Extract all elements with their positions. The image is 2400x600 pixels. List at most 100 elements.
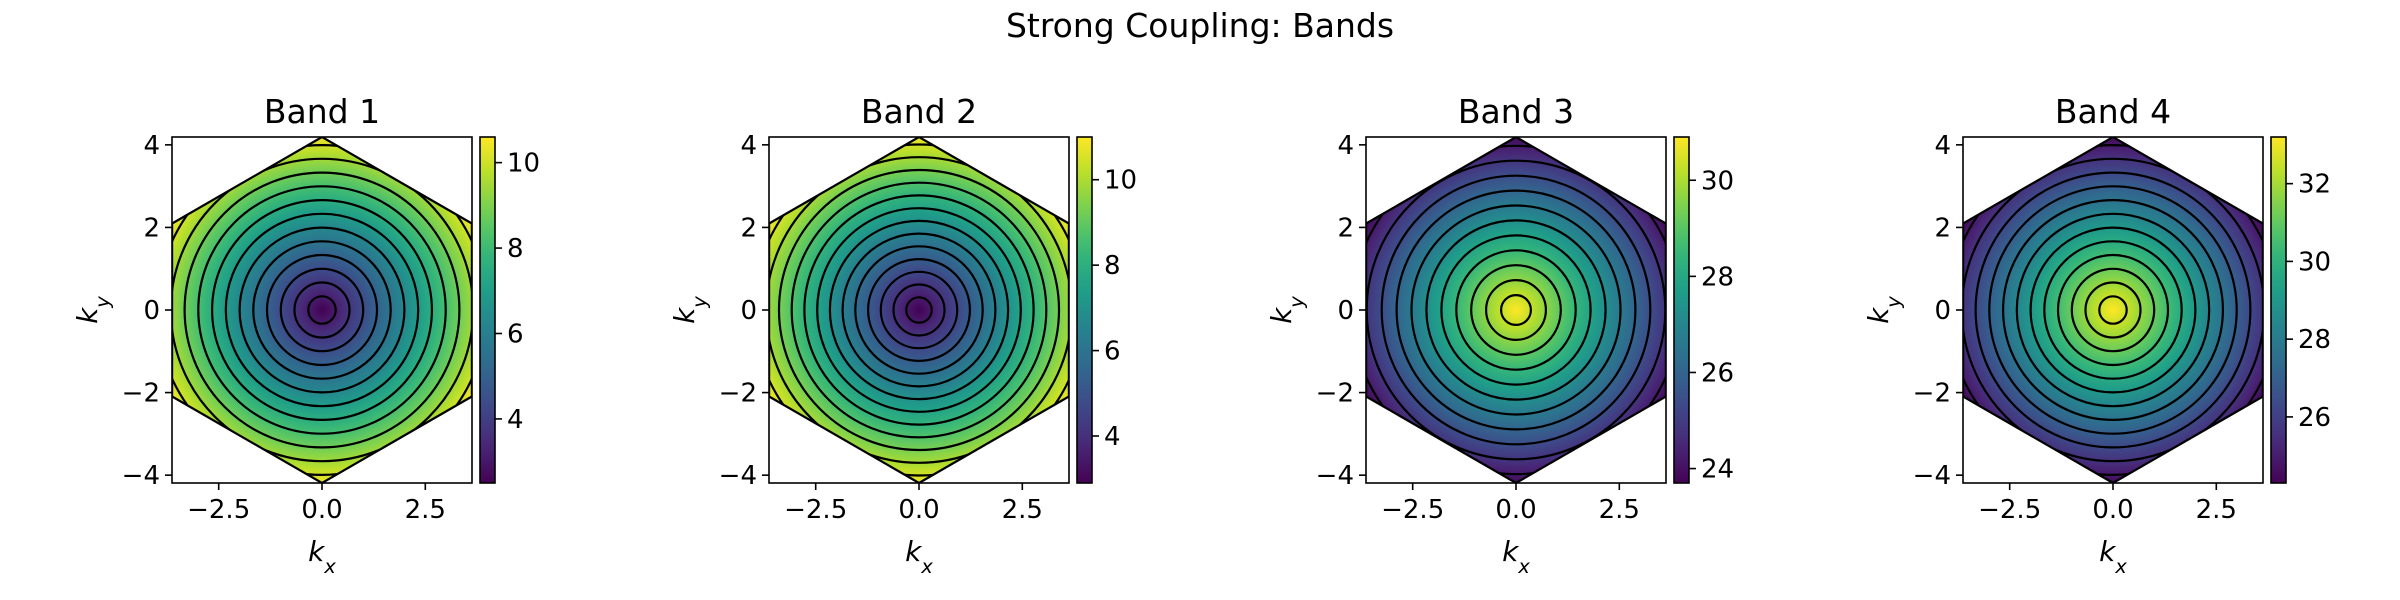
colorbar-tick-label: 26 (1701, 358, 1734, 388)
x-tick-label: 0.0 (1495, 495, 1536, 525)
contour-line (1395, 189, 1637, 431)
colorbar-tick-label: 24 (1701, 455, 1734, 485)
colorbar: 26 28 30 32 (2270, 136, 2331, 484)
colorbar-tick-label: 28 (2298, 325, 2331, 355)
contour-line (2056, 253, 2170, 367)
y-tick-label: 2 (1934, 213, 1951, 243)
contour-line (252, 240, 392, 380)
contour-line (172, 144, 472, 476)
y-tick-label: 2 (1337, 213, 1354, 243)
y-tick-label: −4 (719, 461, 757, 491)
contour-line (1974, 171, 2252, 449)
colorbar-tick-label: 6 (1104, 337, 1121, 367)
contour-line (1455, 249, 1577, 371)
contour-line (172, 157, 472, 463)
contour-line (769, 156, 1069, 464)
heatmap-band-2 (769, 137, 1069, 483)
y-axis-label: ky (668, 296, 711, 324)
y-tick-label: 2 (740, 213, 757, 243)
figure-title: Strong Coupling: Bands (1005, 6, 1395, 45)
contour-line (224, 212, 420, 408)
colorbar-tick-label: 30 (1701, 166, 1734, 196)
contour-line (293, 281, 351, 339)
y-tick-label: −4 (1316, 461, 1354, 491)
y-tick-label: −4 (1913, 461, 1951, 491)
contour-line (828, 219, 1010, 401)
colorbar-scale (2270, 136, 2287, 484)
colorbar-tick-label: 30 (2298, 247, 2331, 277)
y-axis-label: ky (1862, 296, 1905, 324)
contour-line (905, 296, 933, 324)
colorbar-tick-label: 32 (2298, 170, 2331, 200)
contour-line (2043, 240, 2183, 380)
colorbar-tick-label: 4 (1104, 422, 1121, 452)
contour-line (777, 168, 1061, 452)
x-axis-label: kx (2099, 535, 2127, 578)
contour-line (866, 258, 971, 363)
colorbar-scale (1673, 136, 1690, 484)
x-tick-label: −2.5 (1978, 495, 2041, 525)
band-surface (769, 137, 1069, 483)
contour-line (803, 194, 1035, 426)
contour-line (816, 207, 1022, 413)
x-axis-label: kx (905, 535, 933, 578)
x-tick-label: −2.5 (784, 495, 847, 525)
subplot-band-4: Band 4 −2.5 0.0 2.5 −4 −2 0 2 4 kx ky 26 28 30 32 (1862, 92, 2331, 578)
colorbar: 4 6 8 10 (479, 136, 540, 484)
colorbar: 24 26 28 30 (1673, 136, 1734, 485)
band-surface (172, 137, 472, 483)
x-axis-label: kx (1502, 535, 1530, 578)
contour-line (1366, 144, 1666, 476)
y-tick-label: −2 (1316, 379, 1354, 409)
contour-line (265, 253, 379, 367)
contour-line (1988, 185, 2238, 435)
heatmap-band-3 (1366, 137, 1666, 483)
y-tick-label: 2 (143, 213, 160, 243)
contour-line (769, 143, 1069, 477)
subplot-band-2: Band 2 −2.5 0.0 2.5 −4 −2 0 2 4 kx ky 4 6 8 10 (668, 92, 1137, 578)
x-tick-label: 0.0 (898, 495, 939, 525)
heatmap-band-4 (1963, 137, 2263, 483)
y-tick-label: 4 (1934, 131, 1951, 161)
subplot-title: Band 2 (861, 92, 977, 131)
subplot-title: Band 4 (2055, 92, 2171, 131)
colorbar-scale (479, 136, 496, 484)
y-tick-label: 0 (1934, 296, 1951, 326)
y-axis-label: ky (71, 296, 114, 324)
contour-line (183, 171, 461, 449)
contour-line (1484, 279, 1547, 342)
x-tick-label: 2.5 (405, 495, 446, 525)
x-axis-label: kx (308, 535, 336, 578)
y-tick-label: 0 (740, 296, 757, 326)
contour-line (854, 245, 984, 375)
x-tick-label: 2.5 (1599, 495, 1640, 525)
colorbar-tick-label: 8 (507, 234, 524, 264)
subplot-title: Band 1 (264, 92, 380, 131)
colorbar-tick-label: 10 (507, 149, 540, 179)
contour-line (279, 267, 365, 353)
colorbar-scale (1076, 136, 1093, 484)
colorbar: 4 6 8 10 (1076, 136, 1137, 484)
x-tick-label: 0.0 (2092, 495, 2133, 525)
band-surface (1366, 137, 1666, 483)
x-tick-label: 0.0 (301, 495, 342, 525)
contour-line (238, 226, 406, 394)
y-tick-label: −4 (122, 461, 160, 491)
contour-line (2029, 226, 2197, 394)
y-axis-label: ky (1265, 296, 1308, 324)
x-tick-label: 2.5 (1002, 495, 1043, 525)
y-tick-label: −2 (1913, 379, 1951, 409)
colorbar-tick-label: 6 (507, 319, 524, 349)
contour-line (841, 232, 997, 388)
contour-line (1470, 264, 1562, 356)
y-tick-label: 4 (740, 131, 757, 161)
colorbar-tick-label: 28 (1701, 262, 1734, 292)
contour-line (1440, 234, 1592, 386)
subplot-band-1: Band 1 −2.5 0.0 2.5 −4 −2 0 2 4 kx ky 4 6 8 10 (71, 92, 540, 578)
y-tick-label: 4 (1337, 131, 1354, 161)
heatmap-band-1 (172, 137, 472, 483)
contour-line (2070, 267, 2156, 353)
